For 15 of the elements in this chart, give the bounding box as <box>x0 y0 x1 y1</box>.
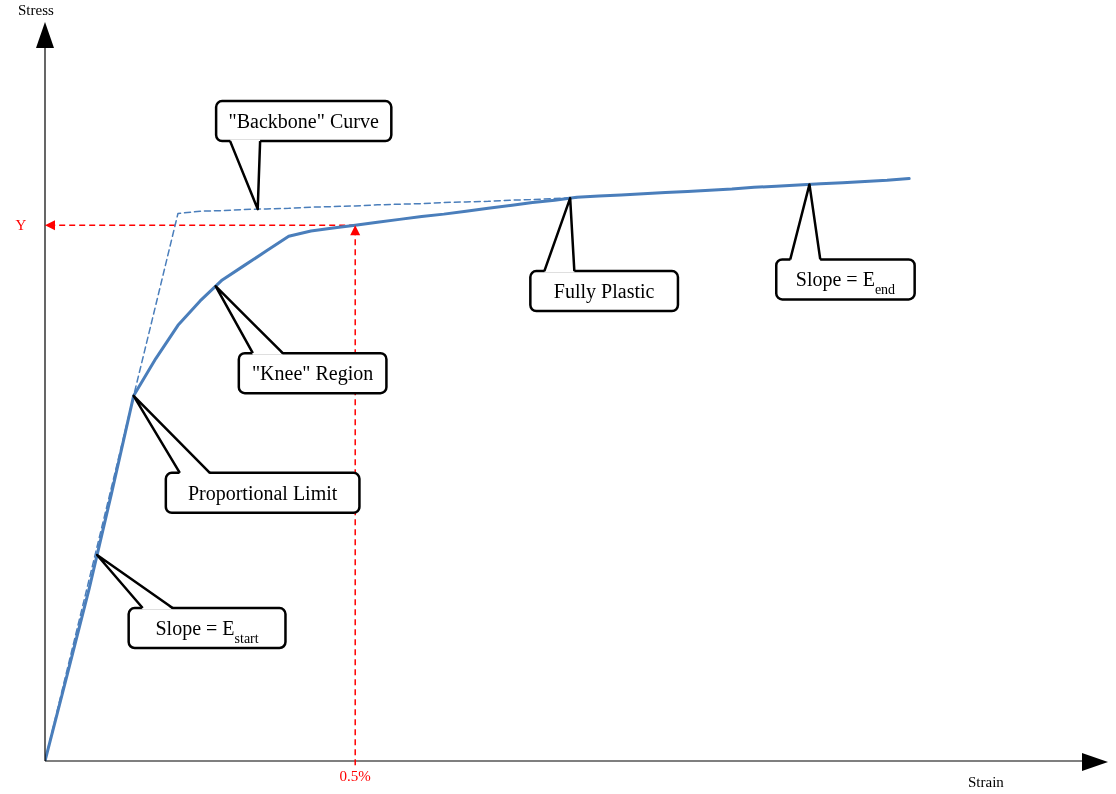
callout-box: Proportional Limit <box>132 394 361 515</box>
callout-box: "Backbone" Curve <box>214 99 393 211</box>
callout-box: "Knee" Region <box>214 285 388 395</box>
annotation: Slope = E$_{end}$ <box>795 268 896 297</box>
callout-box: Fully Plastic <box>529 196 680 313</box>
callout-box: Slope = E$_{start}$ <box>95 553 287 650</box>
text: Stress <box>18 2 54 19</box>
annotation: "Knee" Region <box>251 362 374 386</box>
annotation: Fully Plastic <box>553 280 655 304</box>
annotation: Slope = E$_{start}$ <box>155 617 259 646</box>
callout-box: Slope = E$_{end}$ <box>775 183 916 301</box>
x-axis-title: Strain <box>968 774 1004 791</box>
annotation: Proportional Limit <box>187 481 338 505</box>
text: 0.5% <box>339 768 371 784</box>
ref-line-label: Y <box>15 217 27 234</box>
